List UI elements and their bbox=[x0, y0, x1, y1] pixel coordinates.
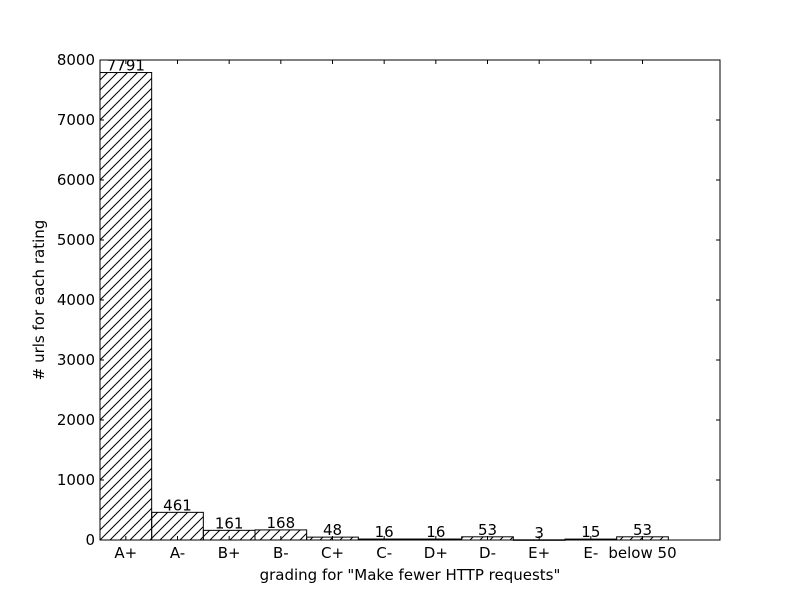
y-tick-label: 0 bbox=[85, 531, 95, 549]
y-tick-label: 5000 bbox=[57, 231, 95, 249]
y-tick-label: 1000 bbox=[57, 471, 95, 489]
data-label-C-: 16 bbox=[375, 523, 394, 541]
x-tick-label: E+ bbox=[528, 544, 550, 562]
x-tick-label: C+ bbox=[321, 544, 344, 562]
bar-A- bbox=[151, 511, 204, 541]
x-tick-label: C- bbox=[376, 544, 392, 562]
data-label-D-: 53 bbox=[478, 521, 497, 539]
plot-frame bbox=[99, 59, 721, 541]
data-label-below 50: 53 bbox=[633, 521, 652, 539]
data-label-B+: 161 bbox=[215, 514, 244, 532]
data-label-E+: 3 bbox=[534, 524, 544, 542]
ticks-group: A+ A- B+ B- C+ C- D+ D- E+ E-below 50 0 1000 2000 300… bbox=[57, 51, 720, 562]
x-tick-label: E- bbox=[583, 544, 598, 562]
x-axis-title: grading for "Make fewer HTTP requests" bbox=[260, 566, 561, 584]
x-tick-label: A- bbox=[170, 544, 185, 562]
data-label-A-: 461 bbox=[163, 496, 192, 514]
bars-group: 7791 461 161 168 48 16 16 53 3 15 53 bbox=[99, 57, 669, 542]
y-tick-label: 4000 bbox=[57, 291, 95, 309]
x-tick-label: below 50 bbox=[608, 544, 676, 562]
bar-A+ bbox=[99, 72, 153, 541]
data-label-B-: 168 bbox=[267, 514, 296, 532]
data-label-A+: 7791 bbox=[107, 57, 145, 75]
x-tick-label: A+ bbox=[114, 544, 137, 562]
y-axis-title: # urls for each rating bbox=[30, 220, 48, 381]
y-tick-label: 8000 bbox=[57, 51, 95, 69]
x-tick-label: D+ bbox=[424, 544, 448, 562]
x-tick-label: B- bbox=[273, 544, 289, 562]
y-tick-label: 2000 bbox=[57, 411, 95, 429]
data-label-D+: 16 bbox=[426, 523, 445, 541]
data-label-C+: 48 bbox=[323, 521, 342, 539]
data-label-E-: 15 bbox=[581, 523, 600, 541]
x-tick-label: B+ bbox=[218, 544, 241, 562]
x-tick-label: D- bbox=[479, 544, 496, 562]
y-tick-label: 3000 bbox=[57, 351, 95, 369]
y-tick-label: 6000 bbox=[57, 171, 95, 189]
y-tick-label: 7000 bbox=[57, 111, 95, 129]
